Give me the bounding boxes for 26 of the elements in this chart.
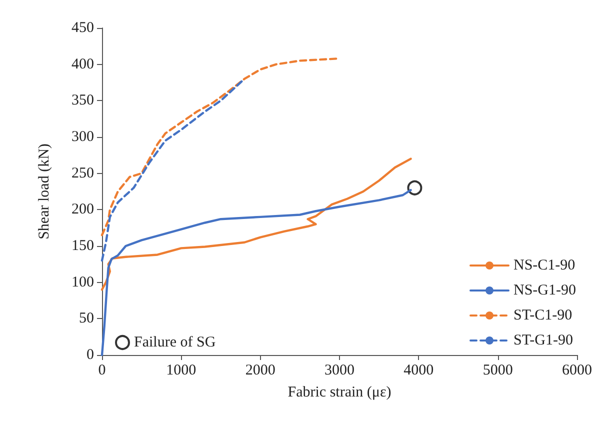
x-tick-label: 5000: [482, 362, 513, 378]
x-tick-label: 6000: [562, 362, 592, 378]
x-tick-label: 1000: [166, 362, 196, 378]
y-tick-label: 450: [72, 20, 94, 36]
x-tick-label: 0: [98, 362, 106, 378]
y-tick-label: 350: [72, 92, 94, 109]
legend-label: NS-G1-90: [514, 282, 576, 298]
x-tick-label: 4000: [404, 362, 434, 378]
legend-label: Failure of SG: [134, 334, 216, 350]
y-tick-label: 100: [72, 274, 94, 290]
x-tick-label: 3000: [324, 362, 354, 378]
y-axis-title: Shear load (kN): [36, 144, 52, 240]
y-tick-label: 300: [72, 129, 94, 145]
legend-label: ST-C1-90: [514, 308, 572, 324]
legend-label: NS-C1-90: [514, 258, 576, 274]
x-tick-label: 2000: [245, 362, 276, 378]
y-tick-label: 50: [79, 310, 94, 327]
y-tick-label: 250: [72, 165, 94, 182]
line-series: [100, 78, 246, 262]
y-tick-label: 150: [72, 238, 94, 254]
y-tick-label: 200: [72, 202, 94, 218]
legend-label: ST-G1-90: [514, 332, 573, 348]
x-axis-title: Fabric strain (με): [288, 384, 392, 400]
y-tick-label: 0: [86, 347, 94, 363]
line-series: [100, 158, 412, 291]
y-tick-label: 400: [72, 56, 94, 72]
